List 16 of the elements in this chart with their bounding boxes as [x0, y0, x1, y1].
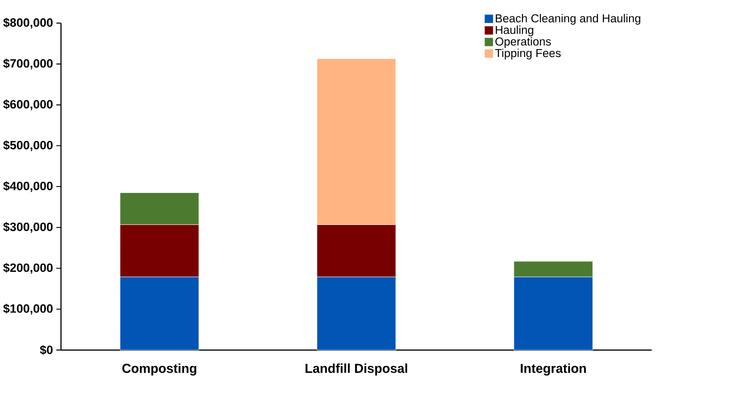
y-tick-label: $800,000 — [3, 18, 53, 29]
legend-label: Tipping Fees — [495, 48, 561, 60]
y-tick-label: $300,000 — [3, 222, 53, 234]
legend-label: Beach Cleaning and Hauling — [496, 14, 640, 25]
y-tick-label: $500,000 — [3, 140, 53, 152]
x-tick-label: Integration — [520, 364, 586, 376]
y-tick-label: $200,000 — [3, 263, 53, 274]
y-tick-label: $600,000 — [3, 100, 53, 110]
y-tick-label: $0 — [40, 345, 53, 356]
y-tick-label: $700,000 — [3, 58, 53, 70]
legend-label: Hauling — [496, 26, 534, 37]
x-tick-label: Composting — [122, 364, 196, 376]
y-tick-label: $100,000 — [3, 304, 53, 315]
y-tick-label: $400,000 — [3, 181, 53, 192]
legend-label: Operations — [495, 37, 551, 48]
x-tick-label: Landfill Disposal — [306, 364, 408, 376]
